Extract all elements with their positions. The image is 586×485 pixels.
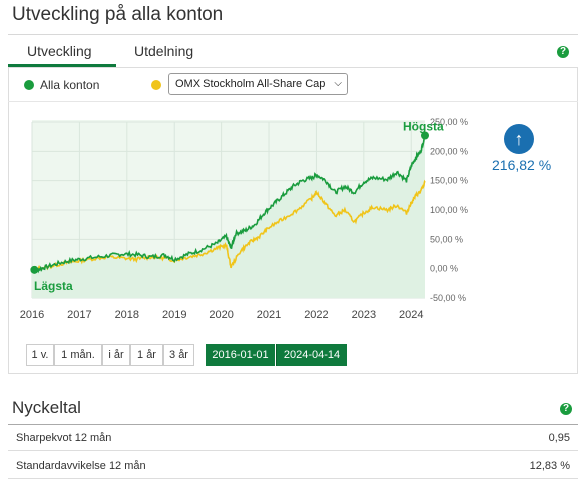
y-tick-label: 100,00 % [430,205,468,215]
range-3-year-button[interactable]: 3 år [163,344,194,366]
key-figure-label: Standardavvikelse 12 mån [16,460,146,472]
help-icon[interactable]: ? [557,46,569,58]
y-tick-label: 250,00 % [430,117,468,127]
x-tick-label: 2018 [115,309,139,321]
date-from-button[interactable]: 2016-01-01 [206,344,275,366]
key-figure-value: 12,83 % [529,460,570,472]
index-series-line [31,179,426,271]
y-tick-label: 50,00 % [430,234,463,244]
total-change: 216,82 % [492,157,552,173]
tab-utveckling[interactable]: Utveckling [27,43,92,59]
low-marker [30,265,39,274]
tab-bar: Utveckling Utdelning ? [8,40,578,68]
performance-chart[interactable]: 250,00 % 200,00 % 150,00 % 100,00 % 50,00 % 0… [0,0,586,340]
key-figure-row-sharpe: Sharpekvot 12 mån 0,95 [8,425,578,451]
high-label: Högsta [403,119,444,133]
legend-dot-index [151,80,161,90]
index-select-value: OMX Stockholm All-Share Cap [175,78,326,90]
y-tick-label: -50,00 % [430,293,466,303]
legend-divider [8,101,578,102]
chevron-down-icon: ⌵ [334,78,342,89]
range-ytd-button[interactable]: i år [102,344,130,366]
key-figures-help-icon[interactable]: ? [560,403,572,415]
active-tab-indicator [8,64,116,67]
low-label: Lägsta [34,279,73,293]
x-tick-label: 2019 [162,309,186,321]
key-figure-label: Sharpekvot 12 mån [16,432,112,444]
arrow-up-icon: ↑ [504,124,534,154]
y-tick-label: 200,00 % [430,146,468,156]
key-figure-row-stdev: Standardavvikelse 12 mån 12,83 % [8,453,578,479]
title-divider [8,34,578,35]
key-figures-title: Nyckeltal [12,398,81,417]
page-title: Utveckling på alla konton [12,4,224,25]
y-tick-label: 150,00 % [430,176,468,186]
index-select[interactable]: OMX Stockholm All-Share Cap ⌵ [168,73,348,95]
key-figure-value: 0,95 [548,432,570,444]
x-tick-label: 2022 [304,309,328,321]
chart-panel [8,67,578,374]
x-tick-label: 2024 [399,309,423,321]
x-tick-label: 2017 [67,309,91,321]
y-tick-label: 0,00 % [430,264,458,274]
range-1-month-button[interactable]: 1 mån. [54,344,102,366]
x-tick-label: 2021 [257,309,281,321]
high-marker [421,131,429,140]
legend-label-alla-konton: Alla konton [40,78,100,92]
range-1-year-button[interactable]: 1 år [130,344,163,366]
tab-utdelning[interactable]: Utdelning [134,43,194,59]
date-to-button[interactable]: 2024-04-14 [276,344,347,366]
legend-dot-alla-konton [24,80,34,90]
x-tick-label: 2016 [20,309,44,321]
range-1-week-button[interactable]: 1 v. [26,344,54,366]
alla-konton-series-line [31,135,426,274]
key-figures-divider [8,424,578,425]
x-tick-label: 2020 [209,309,233,321]
x-tick-label: 2023 [352,309,376,321]
